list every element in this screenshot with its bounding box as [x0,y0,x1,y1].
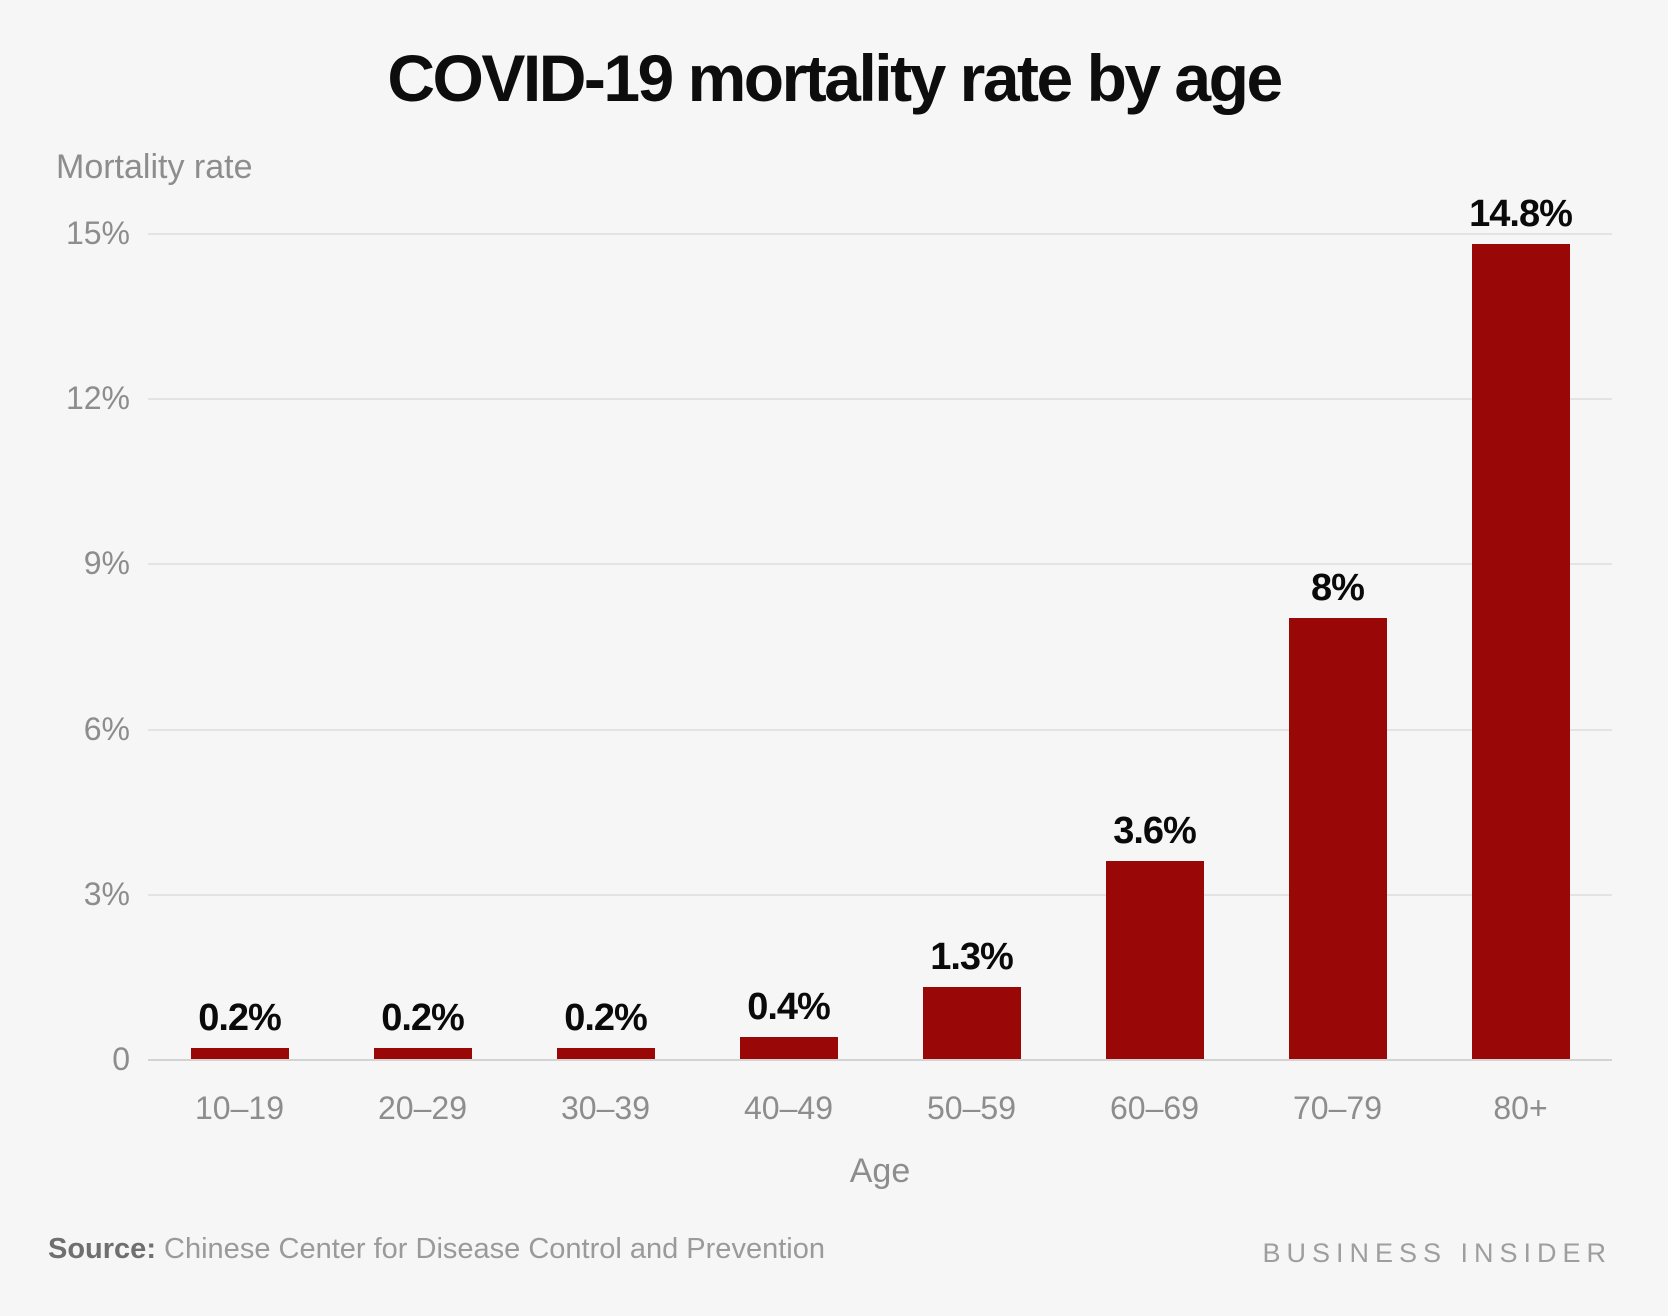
x-axis-tick-labels: 10–19 20–29 30–39 40–49 50–59 60–69 70–79 80+ [148,1090,1612,1127]
gridline-6 [148,728,1612,731]
source-line: Source: Chinese Center for Disease Contr… [48,1234,825,1264]
bar-slot-10–19: 0.2% [148,233,331,1059]
gridline-9 [148,563,1612,566]
bar-value-label: 14.8% [1469,193,1573,236]
bar-slot-20–29: 0.2% [331,233,514,1059]
gridline-3 [148,893,1612,896]
bar-60–69 [1105,860,1204,1059]
y-tick-label: 6% [83,710,130,747]
y-tick-label: 9% [83,545,130,582]
y-tick-label: 12% [65,380,130,417]
chart-title: COVID-19 mortality rate by age [387,41,1283,115]
y-tick-label: 0 [112,1041,130,1077]
bar-slot-50–59: 1.3% [880,233,1063,1059]
y-tick-label: 3% [83,875,130,912]
x-tick-label-70–79: 70–79 [1293,1090,1382,1126]
y-axis-title: Mortality rate [56,148,253,186]
source-text: Chinese Center for Disease Control and P… [155,1233,825,1265]
bar-value-label: 0.2% [198,997,282,1039]
x-tick-label-80+: 80+ [1493,1090,1548,1126]
bar-value-label: 8% [1311,567,1365,610]
x-tick-label-40–49: 40–49 [744,1090,833,1126]
bar-slot-30–39: 0.2% [514,233,697,1059]
bar-slot-80+: 14.8% [1429,193,1612,1059]
source-label: Source: [48,1233,156,1265]
y-tick-label: 15% [65,215,130,251]
x-axis-title: Age [849,1152,911,1190]
y-axis-tick-labels: 0 3% 6% 9% 12% 15% [38,216,130,1076]
bar-value-label: 3.6% [1113,809,1197,852]
gridline-0 [148,1059,1612,1061]
x-tick-label-10–19: 10–19 [195,1090,284,1126]
bar-80+ [1471,244,1570,1059]
plot-area: 0.2% 0.2% 0.2% 0.4% 1.3% 3.6% 8% 14.8% [148,193,1612,1061]
gridline-12 [148,398,1612,401]
x-tick-label-20–29: 20–29 [378,1090,467,1126]
brand-logotype: BUSINESS INSIDER [1262,1238,1612,1268]
bar-value-label: 0.2% [564,997,648,1039]
bar-30–39 [556,1048,655,1059]
bar-series: 0.2% 0.2% 0.2% 0.4% 1.3% 3.6% 8% 14.8% [148,193,1612,1059]
x-tick-label-60–69: 60–69 [1110,1090,1199,1126]
bar-value-label: 0.4% [747,985,831,1028]
bar-slot-40–49: 0.4% [697,233,880,1059]
bar-value-label: 0.2% [381,997,465,1039]
bar-slot-70–79: 8% [1246,233,1429,1059]
bar-50–59 [922,987,1021,1059]
bar-70–79 [1288,618,1387,1059]
bar-40–49 [739,1036,838,1059]
bar-10–19 [190,1048,289,1059]
gridline-15 [148,233,1612,235]
bar-slot-60–69: 3.6% [1063,233,1246,1059]
x-tick-label-30–39: 30–39 [561,1090,650,1126]
bar-value-label: 1.3% [930,936,1014,979]
bar-20–29 [373,1048,472,1059]
x-tick-label-50–59: 50–59 [927,1090,1016,1126]
